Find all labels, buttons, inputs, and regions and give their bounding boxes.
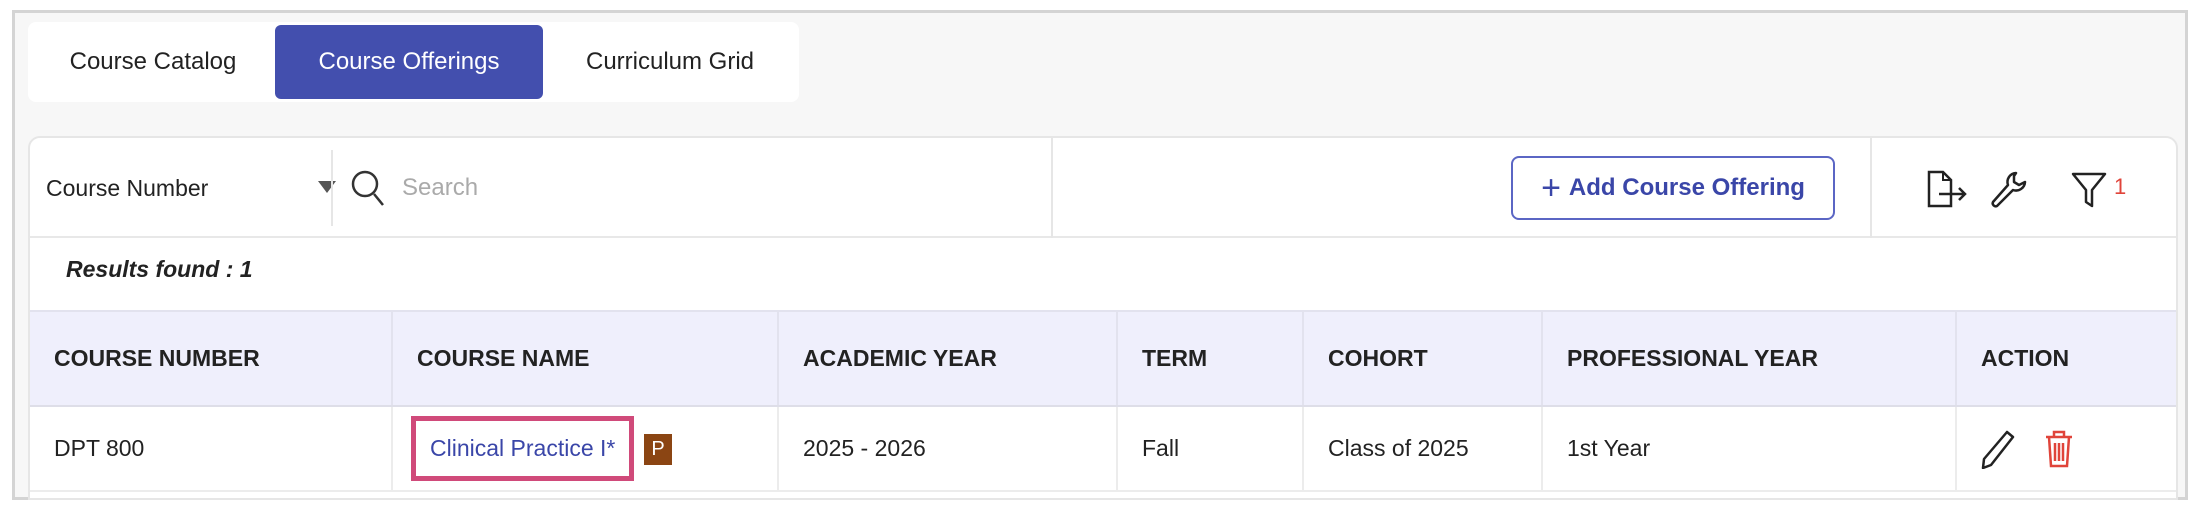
cohort-cell: Class of 2025 bbox=[1303, 406, 1543, 492]
filter-icon[interactable] bbox=[2070, 170, 2108, 210]
column-header[interactable]: ACADEMIC YEAR bbox=[778, 310, 1118, 407]
filter-field-value: Course Number bbox=[46, 174, 209, 201]
p-badge: P bbox=[644, 434, 672, 466]
column-header: ACTION bbox=[1956, 310, 2176, 407]
column-header[interactable]: COURSE NUMBER bbox=[30, 310, 393, 407]
column-header[interactable]: COHORT bbox=[1303, 310, 1543, 407]
add-button-label: Add Course Offering bbox=[1568, 174, 1805, 201]
course-number-cell: DPT 800 bbox=[30, 406, 393, 492]
column-header[interactable]: TERM bbox=[1117, 310, 1304, 407]
results-count: Results found : 1 bbox=[66, 256, 253, 282]
search-input[interactable] bbox=[402, 174, 1002, 202]
divider bbox=[1870, 138, 1872, 238]
table-row: DPT 800 Clinical Practice I* P 2025 - 202… bbox=[30, 406, 2176, 492]
professional-year-cell: 1st Year bbox=[1542, 406, 1957, 492]
offerings-card: Course Number + Add Course Offering 1 Re… bbox=[28, 136, 2178, 500]
offerings-table: COURSE NUMBER COURSE NAME ACADEMIC YEAR … bbox=[30, 310, 2176, 492]
column-header[interactable]: COURSE NAME bbox=[392, 310, 779, 407]
caret-down-icon bbox=[318, 181, 336, 193]
filter-count-badge: 1 bbox=[2114, 174, 2127, 199]
term-cell: Fall bbox=[1117, 406, 1304, 492]
filter-field-dropdown[interactable]: Course Number bbox=[46, 168, 336, 208]
tab-course-offerings[interactable]: Course Offerings bbox=[275, 25, 543, 99]
column-header[interactable]: PROFESSIONAL YEAR bbox=[1542, 310, 1957, 407]
delete-trash-icon[interactable] bbox=[2043, 429, 2075, 469]
course-name-link[interactable]: Clinical Practice I* bbox=[411, 416, 635, 481]
tab-curriculum-grid[interactable]: Curriculum Grid bbox=[585, 48, 755, 75]
table-header-row: COURSE NUMBER COURSE NAME ACADEMIC YEAR … bbox=[30, 310, 2176, 407]
search-box bbox=[350, 160, 1050, 216]
divider bbox=[1051, 138, 1053, 238]
edit-pencil-icon[interactable] bbox=[1981, 429, 2017, 469]
course-name-cell: Clinical Practice I* P bbox=[392, 406, 779, 492]
action-cell bbox=[1956, 406, 2176, 492]
search-icon bbox=[351, 170, 384, 206]
export-icon[interactable] bbox=[1925, 170, 1969, 210]
academic-year-cell: 2025 - 2026 bbox=[778, 406, 1118, 492]
tab-bar: Course Catalog Course Offerings Curricul… bbox=[28, 22, 799, 102]
divider bbox=[331, 150, 333, 226]
wrench-icon[interactable] bbox=[1988, 170, 2028, 210]
add-course-offering-button[interactable]: + Add Course Offering bbox=[1511, 156, 1835, 220]
toolbar: Course Number + Add Course Offering 1 bbox=[30, 138, 2176, 238]
plus-icon: + bbox=[1541, 169, 1561, 207]
tab-course-catalog[interactable]: Course Catalog bbox=[69, 48, 237, 75]
